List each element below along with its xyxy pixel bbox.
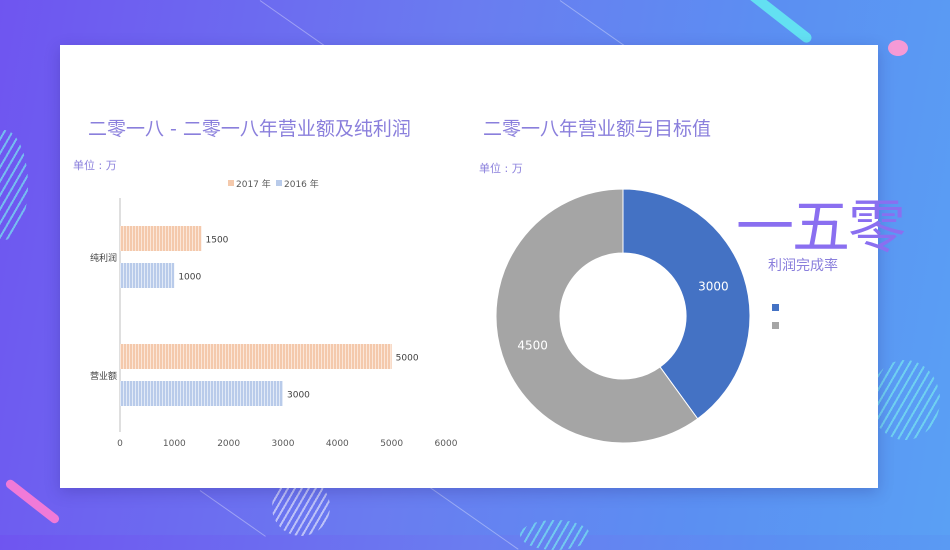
bar-chart: 2017 年 2016 年 1500 1000 纯利润 5000 3000 营业额 0 1000 2… <box>90 178 458 449</box>
legend-label-1: 2016 年 <box>284 178 319 190</box>
category-label: 营业额 <box>90 370 117 382</box>
legend-swatch-1 <box>276 180 282 186</box>
completion-rate-figure: 一五零 <box>736 193 906 261</box>
completion-rate-label: 利润完成率 <box>768 258 838 274</box>
bar-0-0 <box>120 226 202 251</box>
bar-0-1 <box>120 263 175 288</box>
bar-1-1 <box>120 381 283 406</box>
x-tick-label: 5000 <box>380 439 403 449</box>
right-chart-unit: 单位 : 万 <box>479 162 523 175</box>
x-tick-label: 0 <box>117 439 123 449</box>
bar-value-label: 1500 <box>206 236 229 246</box>
donut-slice-1 <box>495 188 699 444</box>
x-tick-label: 1000 <box>163 439 186 449</box>
right-chart-title: 二零一八年营业额与目标值 <box>483 118 712 140</box>
bar-value-label: 3000 <box>287 391 310 401</box>
donut-slice-label: 4500 <box>517 338 548 352</box>
category-label: 纯利润 <box>90 252 117 264</box>
donut-legend-marker-blue <box>772 304 779 311</box>
x-tick-label: 4000 <box>326 439 349 449</box>
legend-label-0: 2017 年 <box>236 178 271 190</box>
slide-card <box>60 45 878 488</box>
x-tick-label: 6000 <box>435 439 458 449</box>
left-chart-title: 二零一八 - 二零一八年营业额及纯利润 <box>88 118 411 140</box>
donut-slice-0 <box>622 188 751 420</box>
bar-value-label: 5000 <box>396 354 419 364</box>
bar-1-0 <box>120 344 392 369</box>
donut-chart: 3000 4500 <box>495 188 751 444</box>
donut-legend-marker-gray <box>772 322 779 329</box>
x-tick-label: 2000 <box>217 439 240 449</box>
bar-value-label: 1000 <box>178 273 201 283</box>
x-tick-label: 3000 <box>272 439 295 449</box>
donut-slice-label: 3000 <box>698 280 729 294</box>
left-chart-unit: 单位 : 万 <box>73 159 117 172</box>
legend-swatch-0 <box>228 180 234 186</box>
